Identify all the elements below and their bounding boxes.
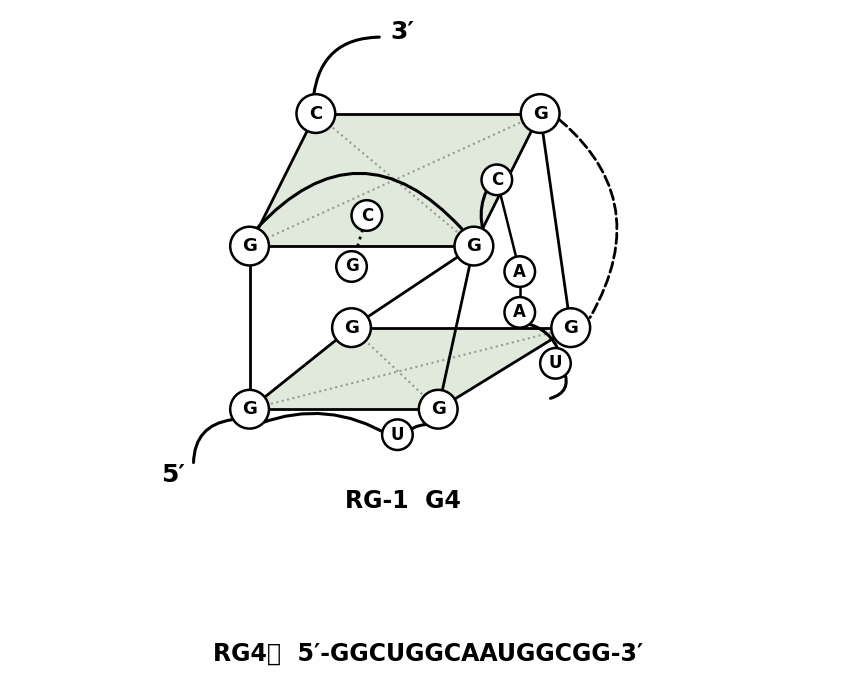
Circle shape bbox=[230, 227, 269, 265]
Circle shape bbox=[482, 164, 512, 195]
Text: G: G bbox=[242, 237, 257, 255]
Circle shape bbox=[551, 308, 590, 347]
Circle shape bbox=[230, 390, 269, 428]
Text: G: G bbox=[563, 319, 578, 337]
Text: A: A bbox=[514, 263, 526, 281]
Text: G: G bbox=[532, 104, 548, 122]
Circle shape bbox=[520, 94, 560, 133]
Text: RG-1  G4: RG-1 G4 bbox=[345, 489, 461, 513]
Text: G: G bbox=[467, 237, 481, 255]
Polygon shape bbox=[250, 328, 571, 409]
Text: G: G bbox=[344, 319, 359, 337]
Circle shape bbox=[455, 227, 493, 265]
Text: U: U bbox=[390, 426, 404, 444]
Text: G: G bbox=[242, 400, 257, 418]
Circle shape bbox=[382, 419, 413, 450]
Text: U: U bbox=[549, 354, 562, 372]
Circle shape bbox=[540, 348, 571, 379]
Circle shape bbox=[336, 252, 367, 282]
Text: 3′: 3′ bbox=[390, 20, 414, 44]
Text: C: C bbox=[309, 104, 323, 122]
Text: 5′: 5′ bbox=[161, 464, 185, 487]
Text: G: G bbox=[345, 258, 359, 276]
Text: C: C bbox=[490, 171, 503, 189]
Text: RG4：  5′-GGCUGGCAAUGGCGG-3′: RG4： 5′-GGCUGGCAAUGGCGG-3′ bbox=[213, 642, 643, 666]
Circle shape bbox=[504, 256, 535, 287]
Circle shape bbox=[352, 200, 382, 231]
Text: G: G bbox=[431, 400, 446, 418]
Circle shape bbox=[332, 308, 371, 347]
Circle shape bbox=[504, 297, 535, 328]
Text: C: C bbox=[360, 207, 373, 225]
Polygon shape bbox=[250, 113, 540, 246]
Circle shape bbox=[419, 390, 458, 428]
Text: A: A bbox=[514, 303, 526, 321]
Circle shape bbox=[296, 94, 336, 133]
